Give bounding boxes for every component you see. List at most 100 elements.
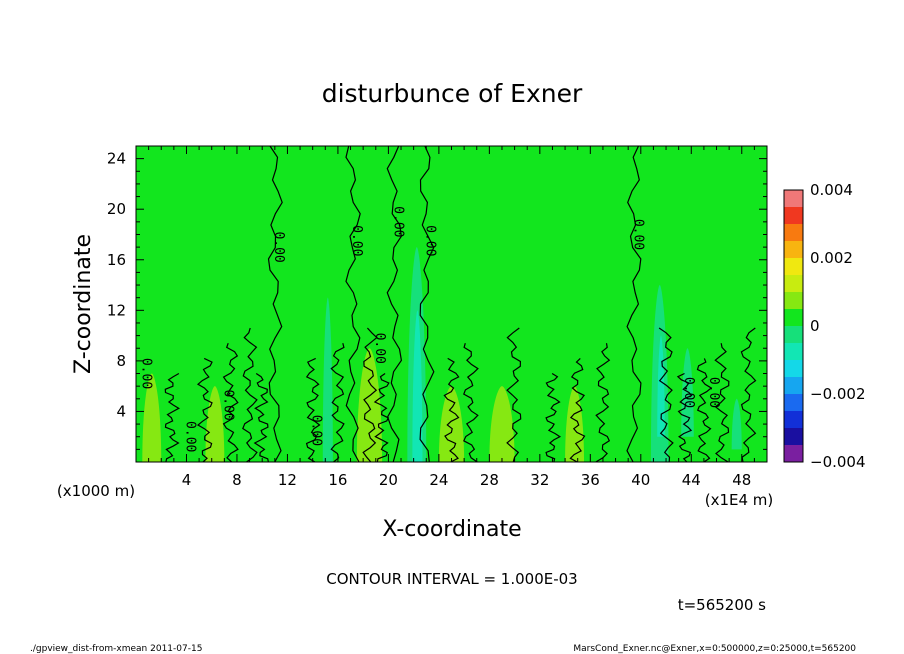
colorbar-labels: 0.004 0.002 0 −0.002 −0.004	[810, 181, 866, 471]
contour-line	[164, 372, 181, 463]
contour-line	[419, 145, 435, 463]
contour-line	[676, 372, 693, 463]
feature-positive-7	[142, 373, 162, 462]
contour-label: 0.00	[138, 358, 153, 389]
contour-line	[386, 145, 403, 463]
contour-line	[443, 357, 460, 463]
contour-line	[595, 343, 611, 463]
footer-right: MarsCond_Exner.nc@Exner,x=0:500000,z=0:2…	[573, 644, 856, 654]
colorbar-swatch	[784, 224, 803, 241]
x-axis-label: X-coordinate	[382, 517, 521, 542]
x-tick-label: 20	[379, 471, 398, 489]
colorbar-swatch	[784, 190, 803, 207]
feature-negative-2	[322, 297, 333, 462]
y-tick-label: 8	[116, 352, 126, 370]
x-axis: 4 8 12 16 20 24 28 32 36 40 44 48	[148, 146, 755, 489]
y-axis: 4 8 12 16 20 24	[107, 150, 767, 450]
contour-label: 0.00	[349, 225, 364, 256]
feature-negative-5	[681, 348, 694, 437]
contour-lines: 0.00 0.00 0.00 0.00 0.00 0.00 0.00 0.00 0.00 0.00…	[138, 145, 757, 463]
colorbar	[783, 189, 804, 463]
contour-label: 0.00	[681, 377, 696, 408]
contour-label: 0.00	[706, 377, 721, 408]
colorbar-label: −0.002	[810, 385, 866, 403]
contour-line	[545, 372, 562, 463]
x-tick-label: 4	[182, 471, 192, 489]
y-tick-label: 24	[107, 150, 126, 168]
feature-positive-11	[489, 386, 515, 462]
contour-line	[330, 343, 345, 463]
x-tick-label: 12	[278, 471, 297, 489]
x-unit-label: (x1E4 m)	[705, 491, 774, 509]
contour-interval-note: CONTOUR INTERVAL = 1.000E-03	[326, 570, 577, 588]
colorbar-label: 0.004	[810, 181, 853, 199]
x-tick-label: 44	[682, 471, 701, 489]
feature-negative-1	[412, 310, 423, 462]
colorbar-label: −0.004	[810, 453, 866, 471]
contour-line	[569, 357, 586, 463]
colorbar-swatch	[784, 326, 803, 343]
contour-line	[242, 327, 258, 463]
colorbar-swatch	[784, 292, 803, 309]
colorbar-swatch	[784, 258, 803, 275]
colorbar-swatch	[784, 207, 803, 224]
colorbar-swatch	[784, 275, 803, 292]
time-stamp: t=565200 s	[678, 596, 766, 614]
colorbar-swatch	[784, 377, 803, 394]
x-tick-label: 48	[732, 471, 751, 489]
x-tick-label: 32	[530, 471, 549, 489]
contour-label: 0.00	[220, 389, 235, 420]
chart-title: disturbunce of Exner	[322, 79, 583, 108]
colorbar-swatch	[784, 445, 803, 462]
contour-label: 0.00	[422, 225, 437, 256]
contour-line	[196, 357, 213, 463]
contour-line	[658, 327, 674, 463]
colorbar-swatch	[784, 394, 803, 411]
contour-label: 0.00	[372, 333, 387, 364]
y-tick-label: 4	[116, 402, 126, 420]
colorbar-swatch	[784, 360, 803, 377]
x-tick-label: 40	[631, 471, 650, 489]
colorbar-swatch	[784, 343, 803, 360]
contour-line	[696, 358, 713, 463]
x-tick-label: 16	[328, 471, 347, 489]
feature-negative-6	[731, 398, 742, 450]
colorbar-swatch	[784, 309, 803, 326]
colorbar-swatch	[784, 411, 803, 428]
contour-line	[362, 327, 378, 463]
colorbar-label: 0	[810, 317, 820, 335]
contour-line	[345, 145, 361, 463]
contour-label: 0.00	[630, 219, 645, 250]
contour-line	[267, 145, 283, 463]
contour-line	[463, 343, 479, 463]
colorbar-frame	[783, 189, 804, 463]
contour-line	[714, 343, 730, 463]
colorbar-label: 0.002	[810, 249, 853, 267]
contour-line	[253, 372, 269, 463]
y-unit-label: (x1000 m)	[57, 482, 135, 500]
contour-label: 0.00	[309, 415, 324, 446]
contour-label: 0.00	[182, 421, 197, 452]
contour-line	[373, 373, 390, 463]
x-tick-label: 24	[429, 471, 448, 489]
feature-positive-9	[356, 348, 383, 462]
y-tick-label: 12	[107, 301, 126, 319]
y-tick-label: 16	[107, 251, 126, 269]
colorbar-swatch	[784, 241, 803, 258]
contour-line	[626, 145, 642, 463]
contour-line	[506, 327, 522, 463]
y-tick-label: 20	[107, 200, 126, 218]
feature-positive-10	[438, 386, 465, 462]
contour-label: 0.00	[391, 206, 406, 237]
colorbar-swatch	[784, 428, 803, 445]
footer-left: ./gpview_dist-from-xmean 2011-07-15	[30, 644, 202, 654]
contour-line	[740, 327, 757, 463]
x-tick-label: 28	[480, 471, 499, 489]
contour-label: 0.00	[271, 231, 286, 262]
contour-line	[305, 357, 321, 463]
y-axis-label: Z-coordinate	[71, 234, 96, 374]
x-tick-label: 36	[581, 471, 600, 489]
x-tick-label: 8	[232, 471, 242, 489]
contour-line	[222, 342, 239, 463]
